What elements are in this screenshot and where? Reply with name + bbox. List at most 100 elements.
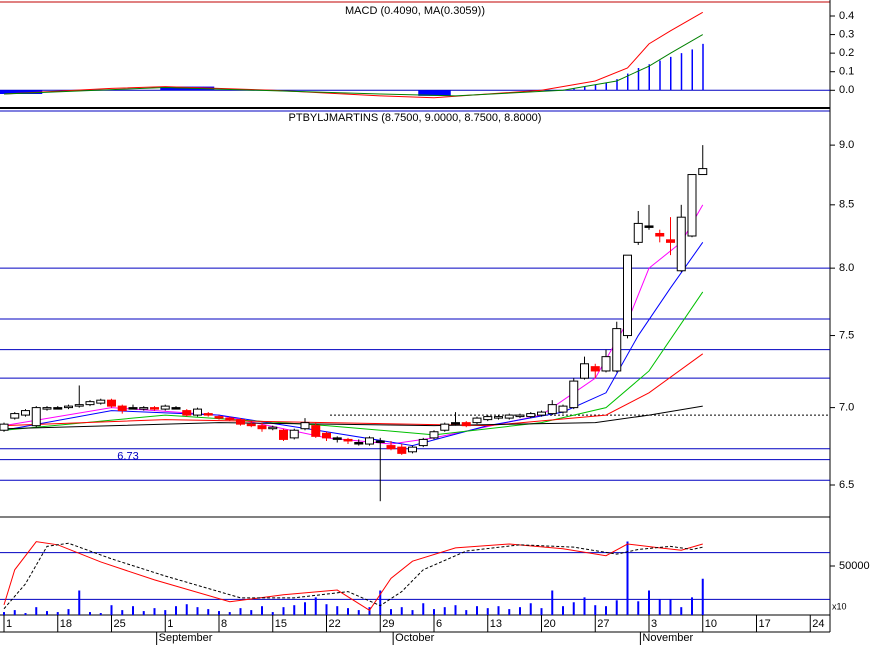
candle-body xyxy=(472,417,482,424)
y-tick-label: 0.2 xyxy=(839,47,854,59)
volume-bar xyxy=(691,597,693,615)
candle-body xyxy=(193,408,202,416)
candle-body xyxy=(21,410,30,416)
volume-bar xyxy=(422,603,425,615)
candle-body xyxy=(547,404,557,415)
x-tick-label: 1 xyxy=(167,618,173,630)
volume-bar xyxy=(207,609,210,615)
candle-body xyxy=(408,446,417,453)
histogram-bar xyxy=(680,53,683,91)
volume-bar xyxy=(658,599,661,615)
chart-title: PTBYLJMARTINS (8.7500, 9.0000, 8.7500, 8… xyxy=(289,112,542,124)
volume-bar xyxy=(626,541,629,615)
volume-bar xyxy=(605,606,607,615)
volume-bar xyxy=(551,590,554,615)
volume-bar xyxy=(13,610,16,615)
x-tick-label: 3 xyxy=(651,618,657,630)
candle-body xyxy=(429,431,439,439)
candle-body xyxy=(257,425,267,430)
candle-body xyxy=(203,413,213,416)
volume-bar xyxy=(239,608,242,615)
x-tick-label: 18 xyxy=(60,618,72,630)
volume-bar xyxy=(508,609,511,615)
unit-label: x10 xyxy=(832,601,847,611)
y-tick-label: 0.4 xyxy=(839,10,854,22)
candle-body xyxy=(633,222,643,243)
candle-body xyxy=(64,405,73,409)
histogram-bar xyxy=(605,82,607,91)
volume-bar xyxy=(540,608,543,615)
candle-body xyxy=(332,437,342,440)
x-tick-label: 24 xyxy=(812,618,824,630)
candle-body xyxy=(515,414,525,418)
candle-body xyxy=(494,416,503,419)
volume-bar xyxy=(164,610,167,615)
histogram-bar xyxy=(691,49,693,91)
month-label: September xyxy=(159,632,213,644)
histogram-bar xyxy=(594,84,597,91)
volume-bar xyxy=(218,611,220,615)
candle-body xyxy=(537,411,546,416)
candle-body xyxy=(623,254,632,337)
candle-body xyxy=(289,429,299,439)
x-tick-label: 15 xyxy=(275,618,287,630)
x-tick-label: 1 xyxy=(6,618,12,630)
volume-bar xyxy=(228,612,231,615)
volume-bar xyxy=(293,605,296,615)
oscillator-line xyxy=(3,542,703,610)
volume-bar xyxy=(304,602,306,615)
volume-bar xyxy=(400,607,403,615)
histogram-bar xyxy=(418,90,430,96)
candle-body xyxy=(279,429,288,440)
moving-average xyxy=(3,353,704,427)
candle-body xyxy=(31,407,41,427)
annotation: 6.73 xyxy=(117,451,138,463)
candle-body xyxy=(128,407,138,410)
month-label: November xyxy=(642,632,693,644)
volume-bar xyxy=(357,610,360,615)
candle-body xyxy=(418,438,428,447)
volume-bar xyxy=(121,610,124,615)
candle-body xyxy=(85,401,95,406)
volume-bar xyxy=(196,607,199,615)
volume-bar xyxy=(519,607,521,615)
histogram-bar xyxy=(20,90,32,94)
candle-body xyxy=(171,407,181,410)
histogram-bar xyxy=(648,64,650,91)
volume-bar xyxy=(314,597,317,615)
y-tick-label: 8.0 xyxy=(839,262,854,274)
candle-body xyxy=(644,225,654,228)
volume-bar xyxy=(153,608,156,615)
histogram-bar xyxy=(573,88,575,91)
histogram-bar xyxy=(616,79,618,91)
candle-body xyxy=(483,416,493,421)
y-tick-label: 8.5 xyxy=(839,199,854,211)
candle-body xyxy=(687,174,697,237)
histogram-bar xyxy=(670,56,672,91)
volume-bar xyxy=(529,603,532,615)
x-tick-label: 22 xyxy=(329,618,341,630)
candle-body xyxy=(676,216,686,272)
candle-body xyxy=(451,422,460,425)
volume-bar xyxy=(443,607,446,615)
candle-body xyxy=(268,426,278,430)
volume-bar xyxy=(648,590,650,615)
volume-bar xyxy=(486,608,489,615)
volume-bar xyxy=(24,613,27,615)
candle-body xyxy=(74,404,84,407)
candle-body xyxy=(0,423,9,431)
volume-bar xyxy=(669,599,672,615)
candle-body xyxy=(10,413,20,419)
histogram-bar xyxy=(439,90,451,96)
candle-body xyxy=(225,417,235,421)
volume-bar xyxy=(701,578,704,615)
volume-bar xyxy=(3,612,5,615)
volume-bar xyxy=(99,613,102,615)
volume-bar xyxy=(476,606,478,615)
candle-body xyxy=(354,442,364,445)
volume-bar xyxy=(390,609,392,615)
volume-bar xyxy=(368,607,371,615)
volume-bar xyxy=(454,605,457,615)
